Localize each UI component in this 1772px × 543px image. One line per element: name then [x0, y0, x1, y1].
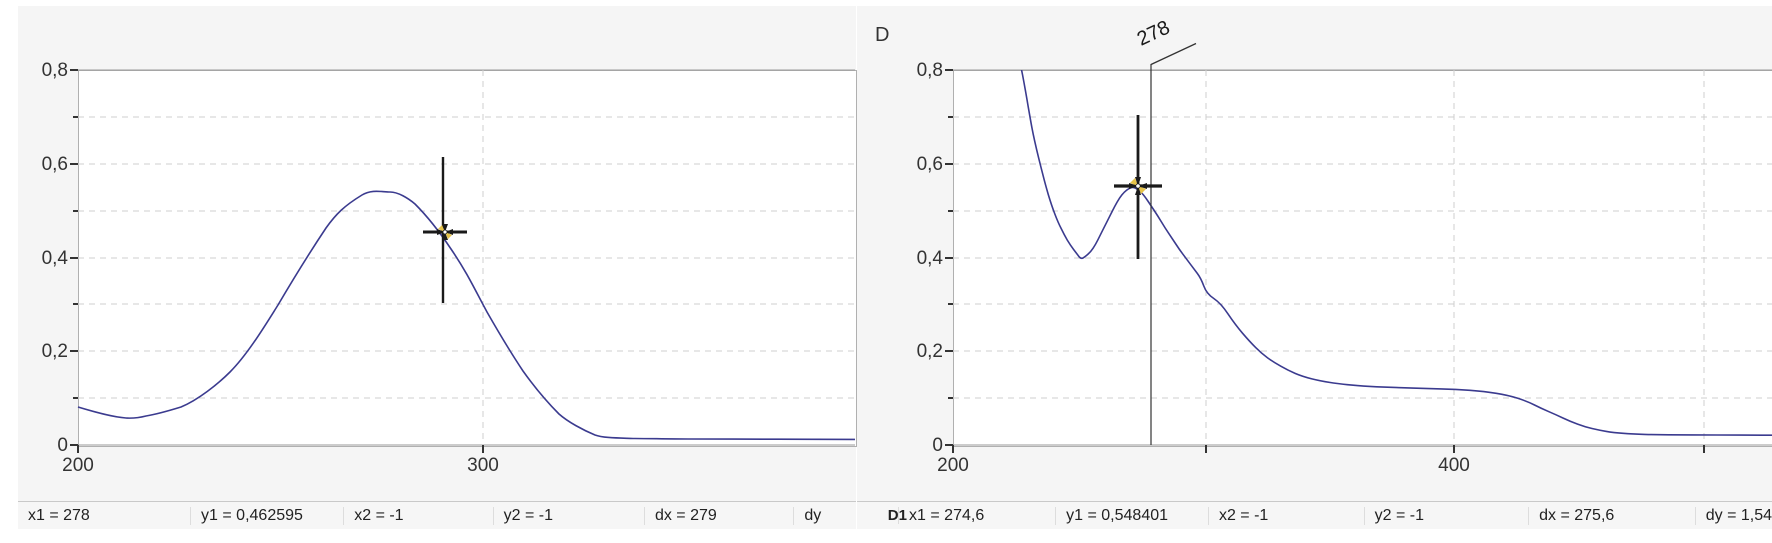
svg-text:0: 0	[932, 435, 943, 456]
svg-text:400: 400	[1438, 455, 1470, 476]
svg-text:0: 0	[57, 435, 68, 456]
svg-text:0,2: 0,2	[42, 341, 68, 362]
svg-text:0,4: 0,4	[917, 248, 944, 269]
svg-text:200: 200	[62, 455, 94, 476]
svg-text:D: D	[875, 24, 889, 46]
svg-text:0,2: 0,2	[917, 341, 943, 362]
svg-text:0,6: 0,6	[42, 154, 68, 175]
svg-text:0,8: 0,8	[42, 60, 68, 81]
svg-text:200: 200	[937, 455, 969, 476]
svg-text:300: 300	[467, 455, 499, 476]
svg-text:278: 278	[1134, 16, 1174, 50]
svg-text:0,4: 0,4	[42, 248, 69, 269]
svg-text:0,6: 0,6	[917, 154, 943, 175]
svg-text:0,8: 0,8	[917, 60, 943, 81]
